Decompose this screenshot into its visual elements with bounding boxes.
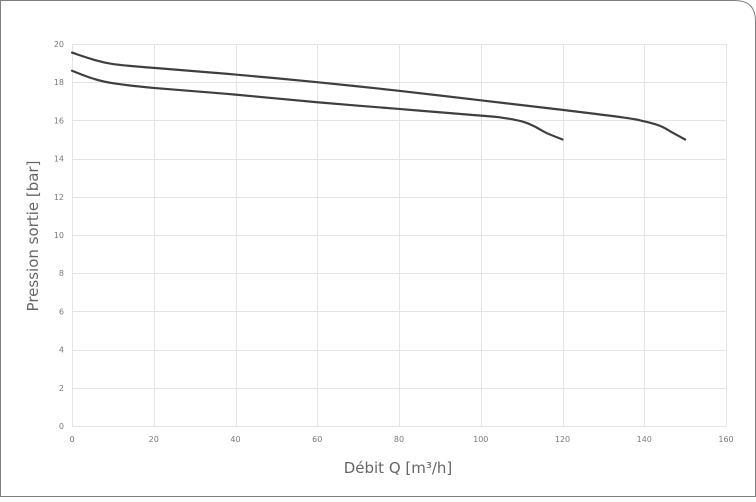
y-tick-label: 0 bbox=[59, 422, 64, 431]
x-tick-label: 100 bbox=[473, 435, 488, 444]
y-axis-title: Pression sortie [bar] bbox=[24, 161, 42, 312]
x-tick-label: 80 bbox=[394, 435, 404, 444]
x-axis-ticks: 0 20 40 60 80 100 120 140 160 bbox=[69, 435, 733, 444]
y-tick-label: 12 bbox=[54, 193, 64, 202]
y-tick-label: 14 bbox=[54, 155, 64, 164]
y-tick-label: 8 bbox=[59, 269, 64, 278]
y-tick-label: 16 bbox=[54, 116, 64, 125]
y-tick-label: 20 bbox=[54, 40, 64, 49]
horizontal-gridlines bbox=[72, 44, 726, 427]
y-tick-label: 18 bbox=[54, 78, 64, 87]
x-tick-label: 120 bbox=[555, 435, 570, 444]
x-tick-label: 20 bbox=[149, 435, 159, 444]
series-line-1 bbox=[70, 51, 687, 141]
series-line-2 bbox=[70, 69, 564, 141]
y-tick-label: 4 bbox=[59, 346, 64, 355]
x-tick-label: 160 bbox=[718, 435, 733, 444]
series-layer bbox=[70, 51, 687, 141]
x-tick-label: 40 bbox=[230, 435, 240, 444]
x-tick-label: 60 bbox=[312, 435, 322, 444]
y-tick-label: 6 bbox=[59, 307, 64, 316]
x-tick-label: 140 bbox=[637, 435, 652, 444]
y-tick-label: 2 bbox=[59, 384, 64, 393]
x-axis-title: Débit Q [m³/h] bbox=[344, 459, 453, 477]
y-axis-ticks: 0 2 4 6 8 10 12 14 16 18 20 bbox=[54, 40, 64, 431]
x-tick-label: 0 bbox=[69, 435, 74, 444]
y-tick-label: 10 bbox=[54, 231, 64, 240]
